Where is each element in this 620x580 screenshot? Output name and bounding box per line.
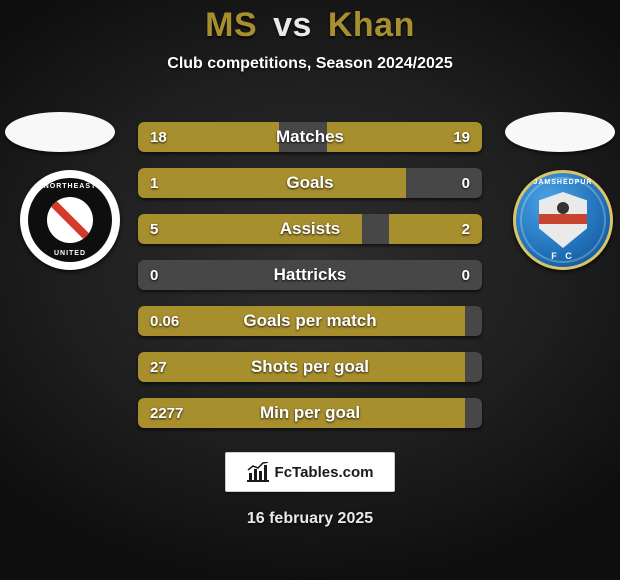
club-badge-left-accent (51, 201, 89, 239)
club-badge-right-ball-icon (557, 202, 569, 214)
stat-bar-row: 0.06Goals per match (138, 306, 482, 336)
stat-bar-left-value: 2277 (150, 398, 183, 428)
brand-chart-icon (247, 462, 269, 482)
stat-bar-row: 2277Min per goal (138, 398, 482, 428)
club-badge-left-ring: NORTHEAST UNITED (28, 178, 112, 262)
date-line: 16 february 2025 (0, 510, 620, 528)
stat-bar-left-value: 5 (150, 214, 158, 244)
club-badge-left-text-top: NORTHEAST (28, 183, 112, 190)
stat-bar-right-value: 0 (462, 168, 470, 198)
club-badge-left-inner (47, 197, 93, 243)
title-player1: MS (205, 6, 257, 44)
stat-bar-right-value: 2 (462, 214, 470, 244)
stat-bar-left-value: 27 (150, 352, 167, 382)
stats-bar-group: 1819Matches10Goals52Assists00Hattricks0.… (138, 122, 482, 444)
stat-bar-row: 27Shots per goal (138, 352, 482, 382)
stat-bar-left-fill (138, 306, 465, 336)
flag-left (5, 112, 115, 152)
stat-bar-left-value: 1 (150, 168, 158, 198)
stat-bar-right-value: 19 (453, 122, 470, 152)
page-title: MS vs Khan (0, 0, 620, 45)
stat-bar-left-value: 0.06 (150, 306, 179, 336)
club-badge-right-text-top: JAMSHEDPUR (516, 179, 610, 186)
brand-text: FcTables.com (275, 464, 374, 481)
club-badge-right-text-bottom: F C (516, 251, 610, 261)
club-badge-right-outer: JAMSHEDPUR F C (513, 170, 613, 270)
stat-bar-row: 00Hattricks (138, 260, 482, 290)
subtitle: Club competitions, Season 2024/2025 (0, 55, 620, 73)
club-badge-right-band (539, 214, 587, 224)
brand-box: FcTables.com (225, 452, 395, 492)
stat-bar-track (138, 260, 482, 290)
club-badge-left-outer: NORTHEAST UNITED (20, 170, 120, 270)
club-badge-right: JAMSHEDPUR F C (513, 170, 613, 270)
stat-bar-row: 1819Matches (138, 122, 482, 152)
club-badge-left: NORTHEAST UNITED (20, 170, 120, 270)
footer: FcTables.com 16 february 2025 (0, 440, 620, 528)
stat-bar-left-fill (138, 168, 406, 198)
comparison-infographic: MS vs Khan Club competitions, Season 202… (0, 0, 620, 580)
stat-bar-row: 10Goals (138, 168, 482, 198)
stat-bar-left-fill (138, 214, 362, 244)
club-badge-left-text-bottom: UNITED (28, 250, 112, 257)
stat-bar-left-fill (138, 398, 465, 428)
flag-right (505, 112, 615, 152)
stat-bar-left-fill (138, 352, 465, 382)
stat-bar-left-value: 18 (150, 122, 167, 152)
stat-bar-left-value: 0 (150, 260, 158, 290)
stat-bar-row: 52Assists (138, 214, 482, 244)
title-player2: Khan (328, 6, 415, 44)
stat-bar-right-value: 0 (462, 260, 470, 290)
title-vs: vs (273, 6, 312, 44)
